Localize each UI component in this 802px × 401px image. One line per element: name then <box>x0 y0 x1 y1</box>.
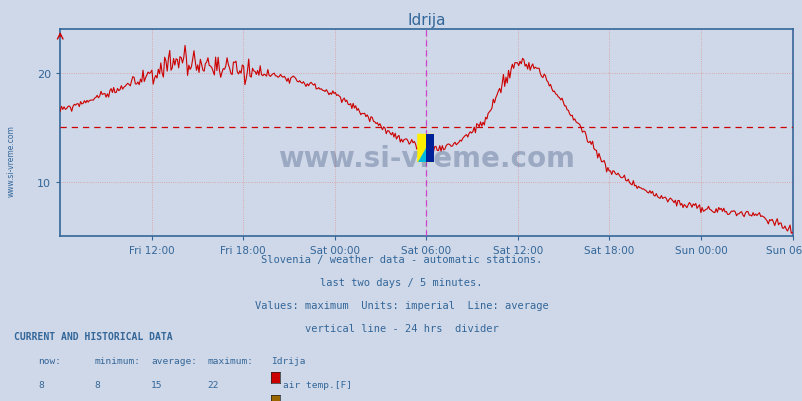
Text: vertical line - 24 hrs  divider: vertical line - 24 hrs divider <box>304 323 498 333</box>
Text: 8: 8 <box>38 381 44 389</box>
Text: CURRENT AND HISTORICAL DATA: CURRENT AND HISTORICAL DATA <box>14 331 173 341</box>
Text: now:: now: <box>38 356 62 365</box>
Text: air temp.[F]: air temp.[F] <box>282 381 351 389</box>
Text: Values: maximum  Units: imperial  Line: average: Values: maximum Units: imperial Line: av… <box>254 300 548 310</box>
Polygon shape <box>417 134 433 163</box>
Text: average:: average: <box>151 356 196 365</box>
Polygon shape <box>417 134 433 163</box>
Polygon shape <box>417 134 433 163</box>
Polygon shape <box>417 134 433 163</box>
Text: 22: 22 <box>207 381 218 389</box>
Text: maximum:: maximum: <box>207 356 253 365</box>
Polygon shape <box>425 134 433 163</box>
Text: 15: 15 <box>151 381 162 389</box>
Title: Idrija: Idrija <box>407 12 445 28</box>
Text: Slovenia / weather data - automatic stations.: Slovenia / weather data - automatic stat… <box>261 255 541 265</box>
Text: 8: 8 <box>95 381 100 389</box>
Text: Idrija: Idrija <box>271 356 306 365</box>
Text: www.si-vreme.com: www.si-vreme.com <box>6 125 15 196</box>
Text: last two days / 5 minutes.: last two days / 5 minutes. <box>320 277 482 288</box>
Text: www.si-vreme.com: www.si-vreme.com <box>277 144 574 172</box>
Text: minimum:: minimum: <box>95 356 140 365</box>
